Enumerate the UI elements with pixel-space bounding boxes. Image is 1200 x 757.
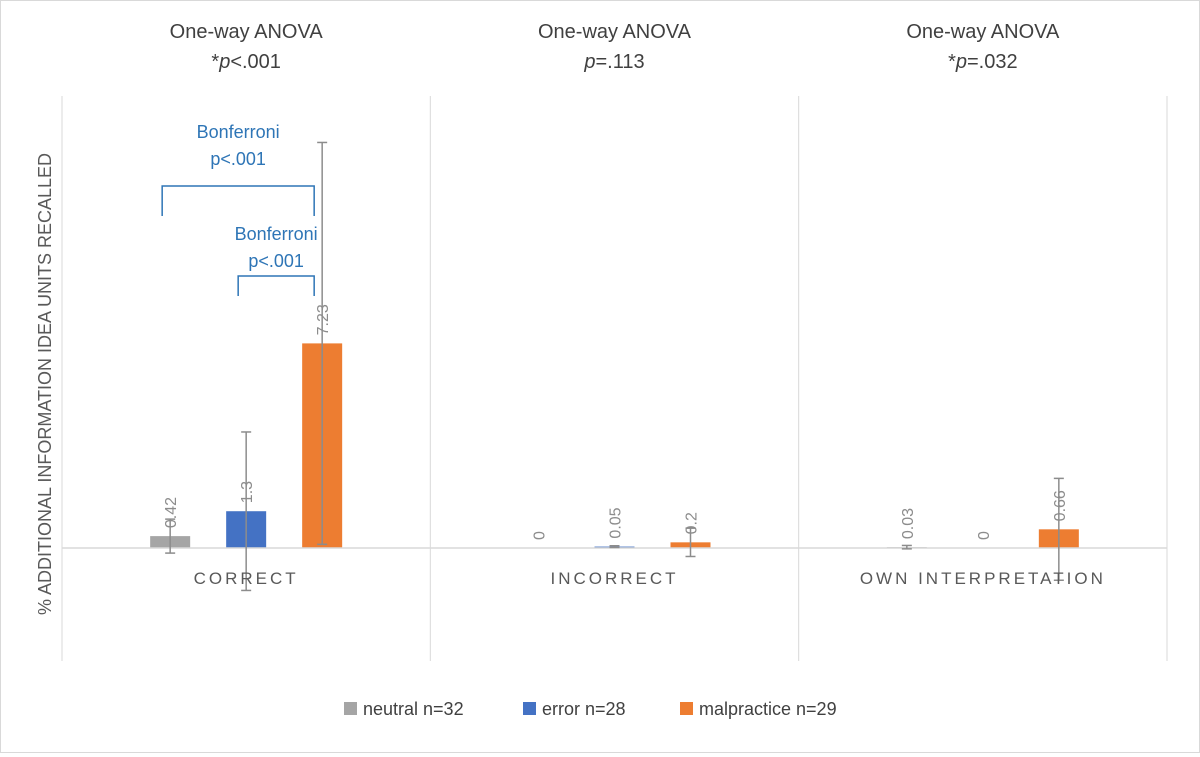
data-label: 0.2 [684, 512, 701, 534]
legend-swatch [523, 702, 536, 715]
panel-title-pvalue: *p<.001 [211, 51, 281, 73]
y-axis-label: % ADDITIONAL INFORMATION IDEA UNITS RECA… [35, 153, 55, 615]
p-symbol: p [218, 51, 230, 73]
significance-bracket [237, 275, 315, 296]
data-label: 0.03 [900, 508, 917, 539]
category-label: CORRECT [194, 569, 299, 588]
p-value: =.113 [596, 51, 645, 73]
significance-star: * [948, 51, 956, 73]
legend-label: neutral n=32 [363, 699, 464, 719]
panel-title-anova: One-way ANOVA [906, 21, 1060, 43]
plot-area: 0.42 0 0.03 1.3 0.05 0 7.23 0.2 0.66 CORRECT INCOR… [62, 141, 1167, 592]
data-label: 0.66 [1052, 490, 1069, 521]
data-label: 0.05 [608, 507, 625, 538]
panel-title-pvalue: *p=.032 [948, 51, 1018, 73]
legend-label: malpractice n=29 [699, 699, 837, 719]
legend: neutral n=32 error n=28 malpractice n=29 [344, 699, 837, 719]
bonferroni-pvalue: p<.001 [248, 251, 304, 271]
data-label: 0 [976, 531, 993, 540]
bonferroni-pvalue: p<.001 [210, 149, 266, 169]
y-axis-label-group: % ADDITIONAL INFORMATION IDEA UNITS RECA… [35, 153, 55, 615]
bonferroni-label: Bonferroni [235, 224, 318, 244]
data-label: 0.42 [163, 497, 180, 528]
legend-swatch [680, 702, 693, 715]
panel-separators [61, 96, 1168, 661]
data-label: 0 [532, 531, 549, 540]
bonferroni-label: Bonferroni [197, 122, 280, 142]
legend-label: error n=28 [542, 699, 626, 719]
significance-star: * [211, 51, 219, 73]
data-label: 1.3 [239, 481, 256, 503]
panel-title-anova: One-way ANOVA [170, 21, 324, 43]
panel-title-pvalue: p=.113 [583, 51, 644, 73]
significance-bracket [161, 185, 315, 216]
category-label: OWN INTERPRETATION [860, 569, 1106, 588]
panel-title-anova: One-way ANOVA [538, 21, 692, 43]
p-value: =.032 [967, 51, 1018, 73]
p-symbol: p [583, 51, 595, 73]
category-label: INCORRECT [550, 569, 678, 588]
p-symbol: p [955, 51, 967, 73]
p-value: <.001 [230, 51, 281, 73]
data-label: 7.23 [315, 304, 332, 335]
legend-swatch [344, 702, 357, 715]
significance-brackets: Bonferroni p<.001 Bonferroni p<.001 [161, 122, 318, 296]
